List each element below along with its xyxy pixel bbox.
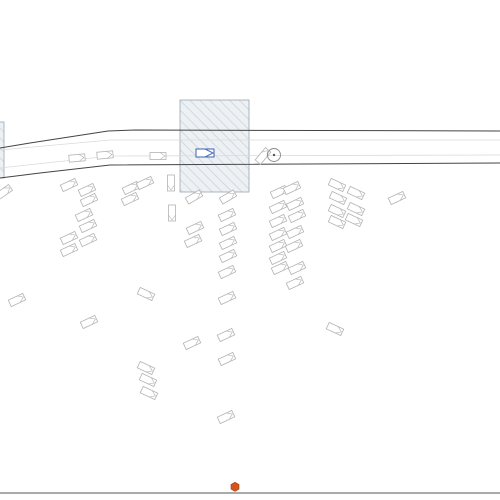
parked-vehicle-icon [268,213,288,229]
vehicles-layer [0,147,407,425]
parked-vehicle-icon [136,286,156,302]
parked-vehicle-icon [268,226,288,242]
parked-vehicle-icon [136,360,156,376]
parked-vehicle-icon [282,180,302,196]
goal-hexagon-icon [230,481,240,492]
parked-vehicle-icon [0,183,14,201]
parked-vehicle-icon [327,214,347,230]
road-edge-bottom [0,162,500,179]
parked-vehicle-icon [217,207,237,223]
parked-vehicle-icon [59,242,79,258]
parked-vehicle-icon [387,190,407,206]
parked-vehicle-icon [167,174,175,192]
parked-vehicle-icon [149,152,167,160]
parked-vehicle-icon [78,218,98,234]
road-edge-top [0,129,500,149]
parked-vehicle-icon [217,264,237,280]
parked-vehicle-icon [217,290,237,306]
parked-vehicle-icon [218,235,238,251]
parked-vehicle-icon [285,275,305,291]
parked-vehicle-icon [7,292,27,308]
parked-vehicle-icon [268,199,288,215]
parked-vehicle-icon [344,212,364,228]
parked-vehicle-icon [96,150,114,160]
parked-vehicle-icon [285,224,305,240]
parked-vehicle-icon [183,233,203,249]
parked-vehicle-icon [284,238,304,254]
parked-vehicle-icon [216,409,236,425]
parked-vehicle-icon [120,191,140,207]
parked-vehicle-icon [168,204,176,222]
parked-vehicle-icon [218,221,238,237]
parked-vehicle-icon [59,230,79,246]
crosswalk-zone [179,99,250,193]
parked-vehicle-icon [287,208,307,224]
parked-vehicle-icon [327,203,347,219]
parked-vehicle-icon [79,314,99,330]
parked-vehicle-icon [68,153,86,163]
parked-vehicle-icon [268,250,288,266]
pedestrian-icon [267,148,281,162]
parked-vehicle-icon [287,260,307,276]
parked-vehicle-icon [59,177,79,193]
lane-line-upper [0,139,500,151]
parked-vehicle-icon [328,190,348,206]
parked-vehicle-icon [79,192,99,208]
parked-vehicle-icon [77,182,97,198]
ego-vehicle-icon [195,148,215,158]
parked-vehicle-icon [216,327,236,343]
parked-vehicle-icon [185,220,205,236]
parked-vehicle-icon [346,201,366,217]
parked-vehicle-icon [78,232,98,248]
parked-vehicle-icon [218,248,238,264]
parked-vehicle-icon [135,175,155,191]
parked-vehicle-icon [182,335,202,351]
parked-vehicle-icon [325,321,345,337]
parked-vehicle-icon [139,385,159,401]
parked-vehicle-icon [285,196,305,212]
parked-vehicle-icon [184,189,204,205]
parked-vehicle-icon [138,372,158,388]
parked-vehicle-icon [346,185,366,201]
parked-vehicle-icon [327,177,347,193]
parked-vehicle-icon [268,238,288,254]
parked-vehicle-icon [218,189,238,205]
parked-vehicle-icon [217,351,237,367]
parked-vehicle-icon [74,207,94,223]
parked-vehicle-icon [270,260,290,276]
